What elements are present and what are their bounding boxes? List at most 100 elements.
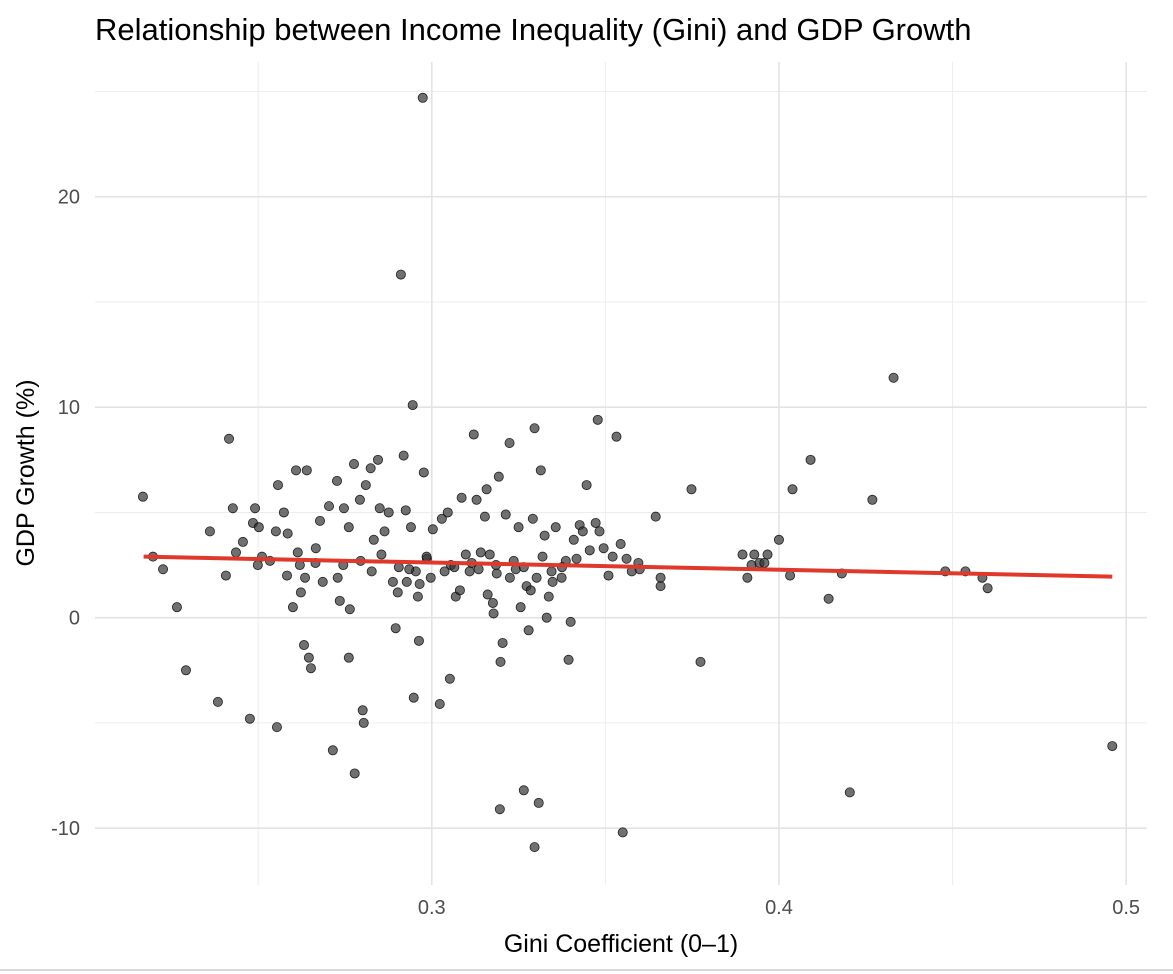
data-point	[387, 576, 398, 587]
data-point	[310, 543, 321, 554]
data-point	[547, 576, 558, 587]
data-point	[427, 524, 438, 535]
data-point	[295, 587, 306, 598]
data-point	[379, 526, 390, 537]
data-point	[650, 511, 661, 522]
data-point	[982, 583, 993, 594]
data-point	[332, 572, 343, 583]
data-point	[471, 494, 482, 505]
trend-line	[143, 554, 1113, 579]
data-point	[785, 570, 796, 581]
data-point	[546, 566, 557, 577]
data-point	[305, 663, 316, 674]
data-point	[737, 549, 748, 560]
data-point	[398, 450, 409, 461]
data-point	[250, 503, 261, 514]
data-point	[565, 616, 576, 627]
data-point	[525, 585, 536, 596]
data-point	[349, 459, 360, 470]
data-point	[655, 581, 666, 592]
data-point	[278, 507, 289, 518]
data-point	[590, 517, 601, 528]
data-point	[460, 549, 471, 560]
data-point	[354, 494, 365, 505]
data-point	[272, 480, 283, 491]
data-point	[444, 673, 455, 684]
x-tick-label: 0.3	[418, 897, 446, 919]
data-point	[414, 579, 425, 590]
data-point	[365, 463, 376, 474]
data-point	[494, 804, 505, 815]
data-point	[500, 509, 511, 520]
data-point	[773, 534, 784, 545]
bottom-border	[0, 969, 1173, 971]
data-point	[357, 705, 368, 716]
data-point	[180, 665, 191, 676]
data-point	[436, 513, 447, 524]
data-point	[543, 591, 554, 602]
data-point	[390, 623, 401, 634]
data-point	[468, 429, 479, 440]
data-point	[344, 604, 355, 615]
data-point	[360, 480, 371, 491]
data-point	[287, 602, 298, 613]
chart-title: Relationship between Income Inequality (…	[95, 12, 972, 47]
data-point	[383, 507, 394, 518]
x-axis-label: Gini Coefficient (0–1)	[504, 930, 738, 958]
data-point	[413, 635, 424, 646]
data-point	[749, 549, 760, 560]
data-point	[475, 547, 486, 558]
data-point	[442, 507, 453, 518]
data-point	[541, 612, 552, 623]
data-point	[533, 797, 544, 808]
data-point	[584, 545, 595, 556]
data-point	[563, 654, 574, 665]
data-point	[301, 465, 312, 476]
data-point	[299, 640, 310, 651]
data-point	[366, 566, 377, 577]
y-axis-label: GDP Growth (%)	[12, 379, 40, 566]
data-point	[358, 717, 369, 728]
data-point	[220, 570, 231, 581]
data-point	[204, 526, 215, 537]
data-point	[343, 522, 354, 533]
data-point	[224, 433, 235, 444]
data-point	[504, 572, 515, 583]
data-point	[603, 570, 614, 581]
data-point	[395, 269, 406, 280]
data-point	[491, 568, 502, 579]
data-point	[607, 551, 618, 562]
data-point	[412, 591, 423, 602]
data-point	[334, 595, 345, 606]
data-point	[376, 549, 387, 560]
data-point	[372, 454, 383, 465]
data-point	[497, 637, 508, 648]
data-point	[537, 551, 548, 562]
data-point	[823, 593, 834, 604]
data-point	[317, 576, 328, 587]
data-point	[695, 656, 706, 667]
data-point	[762, 549, 773, 560]
data-point	[529, 842, 540, 853]
data-point	[253, 522, 264, 533]
data-point	[527, 513, 538, 524]
data-point	[787, 484, 798, 495]
y-tick-label: 20	[58, 187, 80, 209]
data-point	[137, 491, 148, 502]
data-point	[421, 551, 432, 562]
data-point	[454, 585, 465, 596]
data-point	[523, 625, 534, 636]
data-point	[617, 827, 628, 838]
data-point	[598, 543, 609, 554]
data-point	[888, 372, 899, 383]
data-point	[539, 530, 550, 541]
data-point	[529, 423, 540, 434]
data-point	[515, 602, 526, 613]
x-tick-label: 0.5	[1112, 897, 1140, 919]
y-tick-label: 0	[69, 608, 80, 630]
data-point	[252, 560, 263, 571]
data-point	[314, 515, 325, 526]
data-point	[401, 576, 412, 587]
data-point	[621, 553, 632, 564]
data-point	[556, 572, 567, 583]
